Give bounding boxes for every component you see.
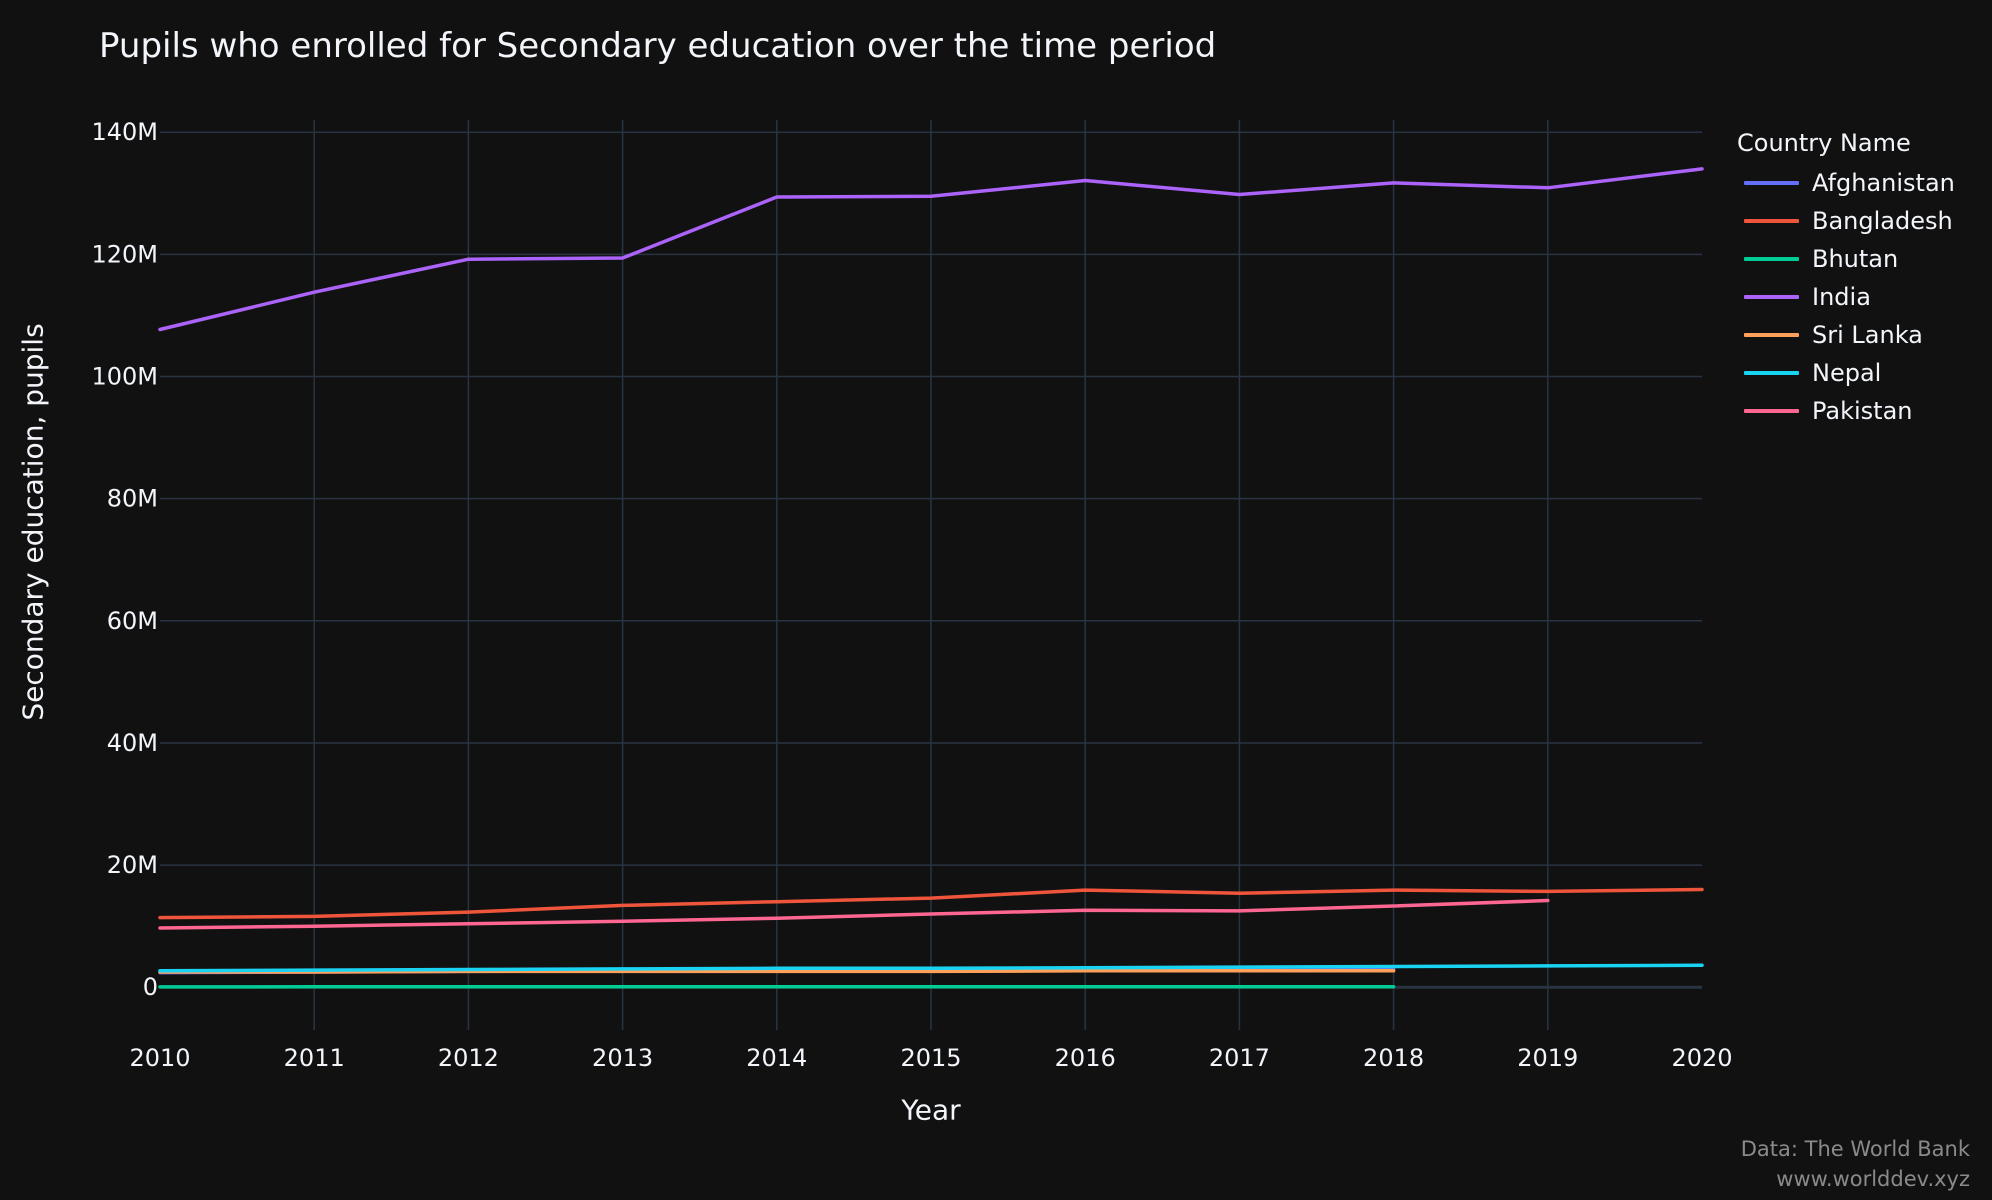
y-tick-label: 40M: [107, 729, 158, 757]
y-tick-label: 60M: [107, 607, 158, 635]
legend: Country Name Afghanistan Bangladesh Bhutan…: [1737, 126, 1955, 430]
legend-item-pakistan[interactable]: Pakistan: [1737, 392, 1955, 430]
source-line-2: www.worlddev.xyz: [1776, 1167, 1970, 1191]
legend-swatch: [1744, 333, 1799, 337]
legend-item-nepal[interactable]: Nepal: [1737, 354, 1955, 392]
y-tick-label: 20M: [107, 851, 158, 879]
grid-layer: [160, 120, 1702, 1030]
legend-label: India: [1812, 283, 1871, 311]
x-tick-label: 2019: [1517, 1044, 1578, 1072]
series-line-bangladesh: [158, 887, 1704, 920]
tick-layer: 2010 2011 2012 2013 2014 2015 2016 2017 2018 2019…: [91, 118, 1732, 1072]
legend-label: Sri Lanka: [1812, 321, 1923, 349]
y-tick-label: 0: [143, 973, 158, 1001]
y-axis-title: Secondary education, pupils: [16, 323, 50, 721]
source-note: Data: The World Bank www.worlddev.xyz: [1741, 1134, 1970, 1194]
series-line-india: [158, 167, 1704, 332]
y-tick-label: 120M: [91, 240, 158, 268]
legend-swatch: [1744, 409, 1799, 413]
series-line-sri-lanka: [158, 969, 1396, 974]
chart-title: Pupils who enrolled for Secondary educat…: [99, 26, 1217, 66]
x-tick-label: 2012: [438, 1044, 499, 1072]
x-tick-label: 2014: [746, 1044, 807, 1072]
legend-item-sri-lanka[interactable]: Sri Lanka: [1737, 316, 1955, 354]
legend-item-india[interactable]: India: [1737, 278, 1955, 316]
legend-swatch: [1744, 371, 1799, 375]
x-tick-label: 2018: [1363, 1044, 1424, 1072]
legend-item-afghanistan[interactable]: Afghanistan: [1737, 164, 1955, 202]
legend-label: Nepal: [1812, 359, 1882, 387]
y-tick-label: 140M: [91, 118, 158, 146]
x-tick-label: 2020: [1671, 1044, 1732, 1072]
x-tick-label: 2016: [1055, 1044, 1116, 1072]
legend-swatch: [1744, 257, 1799, 261]
series-line-pakistan: [158, 898, 1550, 930]
legend-item-bhutan[interactable]: Bhutan: [1737, 240, 1955, 278]
x-tick-label: 2010: [129, 1044, 190, 1072]
x-axis-title: Year: [901, 1093, 961, 1127]
legend-swatch: [1744, 295, 1799, 299]
legend-swatch: [1744, 181, 1799, 185]
legend-item-bangladesh[interactable]: Bangladesh: [1737, 202, 1955, 240]
legend-title: Country Name: [1737, 129, 1911, 157]
y-tick-label: 100M: [91, 363, 158, 391]
legend-label: Afghanistan: [1812, 169, 1955, 197]
legend-label: Bhutan: [1812, 245, 1899, 273]
legend-swatch: [1744, 219, 1799, 223]
series-layer: [158, 167, 1704, 989]
x-tick-label: 2013: [592, 1044, 653, 1072]
y-tick-label: 80M: [107, 485, 158, 513]
source-line-1: Data: The World Bank: [1740, 1137, 1970, 1161]
legend-label: Bangladesh: [1812, 207, 1953, 235]
legend-items: Afghanistan Bangladesh Bhutan India Sri Lank…: [1737, 164, 1955, 430]
legend-label: Pakistan: [1812, 397, 1913, 425]
series-line-nepal: [158, 963, 1704, 973]
x-tick-label: 2011: [284, 1044, 345, 1072]
x-tick-label: 2015: [900, 1044, 961, 1072]
x-tick-label: 2017: [1209, 1044, 1270, 1072]
